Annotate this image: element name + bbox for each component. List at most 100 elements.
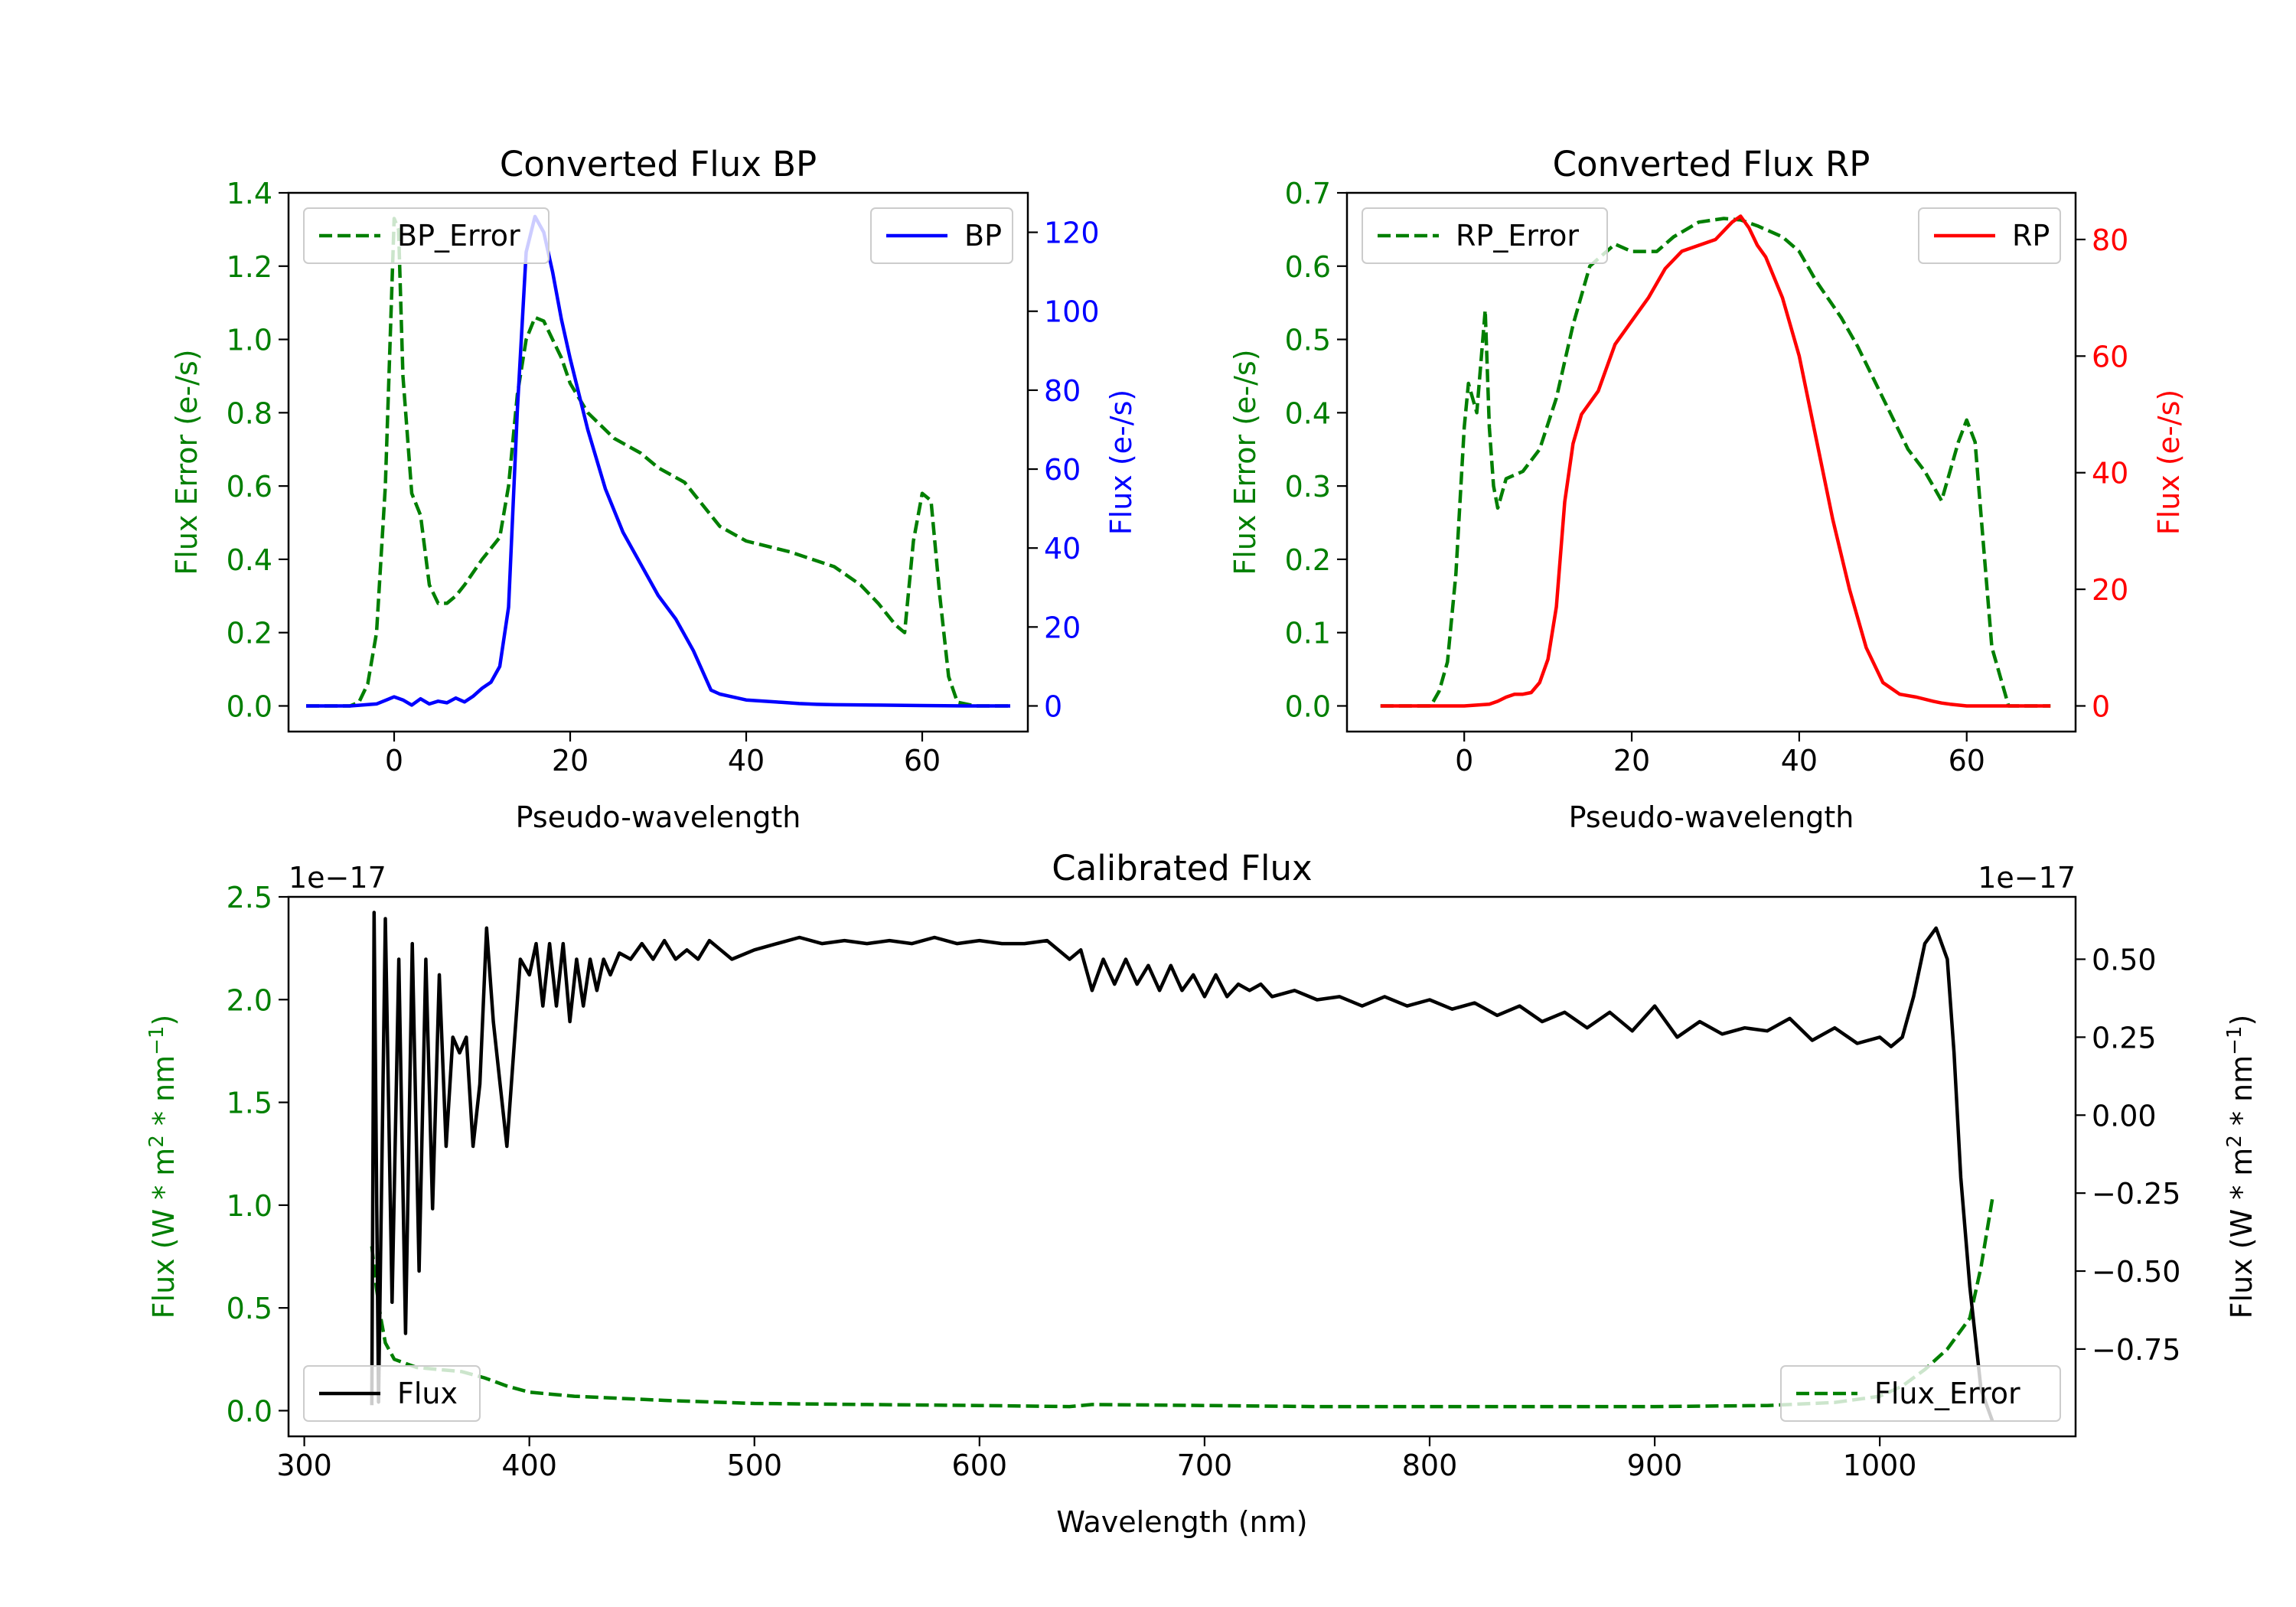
series-line-flux (370, 911, 1994, 1422)
y-right-tick-label: 20 (1044, 611, 1081, 644)
y-left-tick-label: 2.5 (227, 881, 272, 914)
legend-label: BP (964, 219, 1002, 253)
offset-left-label: 1e−17 (289, 861, 386, 895)
y-left-tick-label: 0.6 (1285, 250, 1331, 284)
legend-box (1362, 207, 1608, 264)
legend-label: BP_Error (397, 219, 520, 253)
legend-label: Flux_Error (1874, 1377, 2020, 1410)
y-right-tick-label: −0.25 (2092, 1177, 2180, 1211)
axes-frame (1345, 191, 2077, 733)
y-right-tick-label: −0.75 (2092, 1333, 2180, 1367)
chart-bp: Converted Flux BP 0 20 40 60 0.0 0.2 0.4 0.6 0.8 1… (170, 144, 1138, 834)
y-left-axis-label: Flux Error (e-/s) (1228, 349, 1262, 575)
series-line-rp-error (1380, 217, 2051, 708)
y-left-tick-label: 0.2 (1285, 543, 1331, 577)
x-tick-label: 20 (1613, 744, 1650, 777)
y-right-tick-label: 40 (1044, 532, 1081, 566)
y-right-tick-label: 0 (1044, 689, 1062, 723)
x-tick-label: 20 (552, 744, 589, 777)
x-tick-label: 300 (276, 1449, 332, 1482)
x-tick-label: 700 (1177, 1449, 1233, 1482)
y-right-tick-label: 80 (2092, 223, 2128, 257)
y-left-tick-label: 1.5 (227, 1087, 272, 1120)
offset-right-label: 1e−17 (1978, 861, 2076, 895)
x-tick-label: 40 (1781, 744, 1818, 777)
x-tick-label: 400 (501, 1449, 557, 1482)
x-axis-label: Pseudo-wavelength (516, 800, 801, 834)
legend-rp: RP (1918, 207, 2061, 264)
y-left-tick-label: 0.8 (227, 396, 272, 430)
chart-title: Converted Flux BP (500, 144, 817, 184)
y-left-tick-label: 0.1 (1285, 617, 1331, 650)
legend-bp: BP (870, 207, 1013, 264)
y-left-tick-label: 0.0 (227, 1394, 272, 1428)
y-right-axis-label: Flux (W * m2 * nm−1) (2223, 1015, 2258, 1319)
y-left-axis-label: Flux Error (e-/s) (170, 349, 204, 575)
x-tick-label: 0 (1455, 744, 1473, 777)
y-right-tick-label: 0.25 (2092, 1021, 2157, 1054)
x-tick-label: 900 (1627, 1449, 1683, 1482)
legend-label: RP_Error (1456, 219, 1579, 253)
legend-box (303, 1365, 481, 1422)
y-left-axis-label: Flux (W * m2 * nm−1) (145, 1015, 181, 1319)
label-part: 2 (2223, 1135, 2246, 1148)
y-right-tick-label: 60 (1044, 453, 1081, 487)
x-tick-label: 60 (904, 744, 941, 777)
label-part: 2 (145, 1135, 168, 1148)
y-right-tick-label: 0.00 (2092, 1099, 2157, 1133)
legend-box (1780, 1365, 2061, 1422)
chart-cal: Calibrated Flux 300 400 500 600 700 800 900 1000… (145, 848, 2258, 1539)
label-part: * nm (2225, 1055, 2258, 1135)
x-tick-label: 600 (952, 1449, 1008, 1482)
chart-rp: Converted Flux RP 0 20 40 60 0.0 0.1 0.2 0.3 0.4 0… (1228, 144, 2186, 834)
label-part: * nm (147, 1055, 181, 1135)
y-left-tick-label: 0.3 (1285, 470, 1331, 504)
y-left-tick-label: 0.6 (227, 470, 272, 504)
x-axis-label: Pseudo-wavelength (1569, 800, 1854, 834)
legend-bp-error: BP_Error (303, 207, 550, 264)
label-part: −1 (2223, 1026, 2246, 1055)
x-tick-label: 0 (385, 744, 403, 777)
label-part: ) (2225, 1015, 2258, 1026)
y-left-tick-label: 0.7 (1285, 177, 1331, 210)
y-left-tick-label: 1.0 (227, 324, 272, 357)
y-right-tick-label: 80 (1044, 374, 1081, 408)
x-tick-label: 1000 (1843, 1449, 1917, 1482)
chart-title: Converted Flux RP (1553, 144, 1870, 184)
y-right-tick-label: 0.50 (2092, 944, 2157, 977)
y-right-axis-label: Flux (e-/s) (2152, 390, 2186, 535)
x-tick-label: 800 (1402, 1449, 1458, 1482)
x-tick-label: 500 (726, 1449, 782, 1482)
series-line-flux-error (370, 1198, 1994, 1409)
legend-label: Flux (397, 1377, 458, 1410)
y-left-tick-label: 0.5 (1285, 324, 1331, 357)
y-left-tick-label: 0.0 (1285, 689, 1331, 723)
legend-flux: Flux (303, 1365, 481, 1422)
series-line-bp (306, 214, 1010, 708)
y-right-tick-label: 100 (1044, 295, 1100, 329)
legend-flux-error: Flux_Error (1780, 1365, 2061, 1422)
axes-frame (287, 191, 1029, 733)
x-tick-label: 40 (728, 744, 765, 777)
chart-title: Calibrated Flux (1052, 848, 1312, 888)
label-part: ) (147, 1015, 181, 1026)
label-part: Flux (W * m (2225, 1148, 2258, 1319)
y-right-tick-label: 40 (2092, 457, 2128, 491)
y-right-tick-label: 0 (2092, 689, 2110, 723)
y-left-tick-label: 2.0 (227, 983, 272, 1017)
label-part: −1 (145, 1026, 168, 1055)
axes-frame (287, 895, 2077, 1438)
y-left-tick-label: 0.5 (227, 1292, 272, 1325)
y-right-tick-label: −0.50 (2092, 1255, 2180, 1289)
y-left-tick-label: 0.4 (227, 543, 272, 577)
y-right-tick-label: 120 (1044, 217, 1100, 250)
y-left-tick-label: 1.4 (227, 177, 272, 210)
legend-box (303, 207, 550, 264)
y-right-tick-label: 60 (2092, 340, 2128, 373)
legend-rp-error: RP_Error (1362, 207, 1608, 264)
x-axis-label: Wavelength (nm) (1056, 1505, 1307, 1539)
y-left-tick-label: 1.2 (227, 250, 272, 284)
series-line-rp (1380, 214, 2051, 708)
y-right-tick-label: 20 (2092, 573, 2128, 607)
